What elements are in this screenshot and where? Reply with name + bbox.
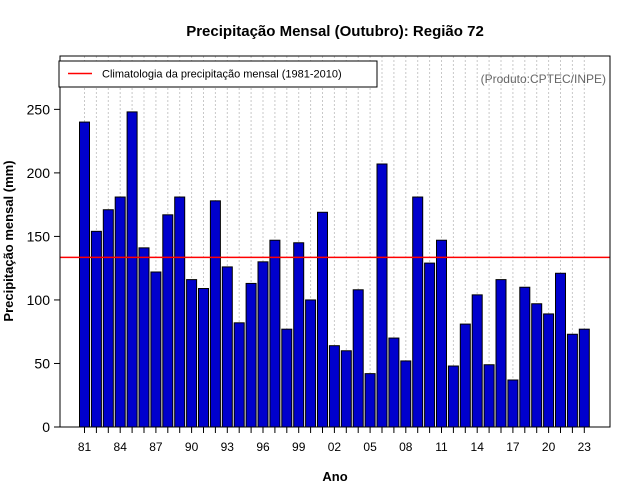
bar-89: 1989: 181 (174, 196, 186, 428)
bar-19: 2019: 97 (531, 303, 543, 428)
x-tick-label: 99 (292, 440, 306, 454)
bar-96: 1996: 130 (257, 261, 269, 428)
x-tick-label: 14 (471, 440, 485, 454)
x-tick-label: 96 (256, 440, 270, 454)
x-tick-label: 93 (221, 440, 235, 454)
bar-94: 1994: 82 (233, 322, 245, 428)
bar-82: 1982: 154 (90, 230, 102, 428)
bar-06: 2006: 207 (376, 163, 388, 428)
x-tick-label: 05 (363, 440, 377, 454)
x-axis: 81 84 87 90 93 96 99 02 05 08 11 14 17 20 23 (78, 427, 591, 454)
bar-21: 2021: 121 (555, 272, 566, 428)
x-axis-label: Ano (322, 469, 347, 484)
y-tick-label: 50 (34, 355, 50, 371)
bar-17: 2017: 37 (507, 379, 519, 428)
bar-03: 2003: 60 (340, 350, 352, 428)
bar-87: 1987: 122 (150, 271, 162, 428)
bar-20: 2020: 89 (543, 313, 555, 428)
bar-92: 1992: 178 (209, 200, 221, 428)
y-tick-label: 250 (27, 101, 51, 117)
bar-12: 2012: 48 (447, 365, 459, 428)
legend: Climatologia da precipitação mensal (198… (58, 60, 378, 88)
bar-07: 2007: 70 (388, 337, 400, 428)
y-tick-label: 0 (42, 419, 50, 435)
bar-86: 1986: 141 (138, 247, 150, 428)
bar-15: 2015: 49 (483, 364, 495, 428)
bar-09: 2009: 181 (412, 196, 424, 428)
bar-10: 2010: 129 (424, 262, 436, 428)
y-tick-label: 100 (27, 292, 51, 308)
bar-11: 2011: 147 (436, 239, 447, 428)
bar-90: 1990: 116 (186, 279, 198, 428)
x-tick-label: 90 (185, 440, 199, 454)
bar-22: 2022: 73 (566, 333, 578, 428)
bar-95: 1995: 113 (245, 282, 257, 428)
source-credit: (Produto:CPTEC/INPE) (481, 72, 606, 86)
legend-label: Climatologia da precipitação mensal (198… (102, 69, 342, 81)
bar-00: 2000: 100 (305, 299, 317, 428)
bar-93: 1993: 126 (221, 266, 233, 428)
x-tick-label: 11 (435, 440, 448, 454)
bar-91: 1991: 109 (198, 288, 209, 428)
plot-frame (59, 55, 611, 428)
legend-box (58, 60, 378, 88)
bar-01: 2001: 169 (317, 211, 328, 428)
x-tick-label: 08 (399, 440, 413, 454)
bar-99: 1999: 145 (293, 242, 305, 428)
bar-84: 1984: 181 (114, 196, 126, 428)
bar-14: 2014: 104 (471, 294, 483, 428)
bar-04: 2004: 108 (352, 289, 364, 428)
y-axis-label: Precipitação mensal (mm) (1, 160, 16, 321)
bar-16: 2016: 116 (495, 279, 507, 428)
x-tick-label: 81 (78, 440, 92, 454)
bar-85: 1985: 248 (126, 111, 138, 428)
bar-97: 1997: 147 (269, 239, 281, 428)
bar-81: 1981: 240 (79, 121, 90, 428)
x-tick-label: 23 (578, 440, 592, 454)
bar-98: 1998: 77 (281, 328, 293, 428)
chart-title: Precipitação Mensal (Outubro): Região 72 (186, 23, 484, 40)
bar-18: 2018: 110 (519, 286, 531, 428)
bar-83: 1983: 171 (102, 209, 114, 428)
bar-13: 2013: 81 (459, 323, 471, 428)
x-tick-label: 02 (328, 440, 342, 454)
y-axis: 0 50 100 150 200 250 (27, 101, 60, 435)
x-tick-label: 17 (506, 440, 520, 454)
bar-05: 2005: 42 (364, 373, 376, 428)
x-tick-label: 20 (542, 440, 556, 454)
bar-08: 2008: 52 (400, 360, 412, 428)
x-tick-label: 84 (114, 440, 128, 454)
y-tick-label: 150 (27, 228, 51, 244)
y-tick-label: 200 (27, 165, 51, 181)
bar-88: 1988: 167 (162, 214, 174, 428)
x-tick-label: 87 (149, 440, 163, 454)
